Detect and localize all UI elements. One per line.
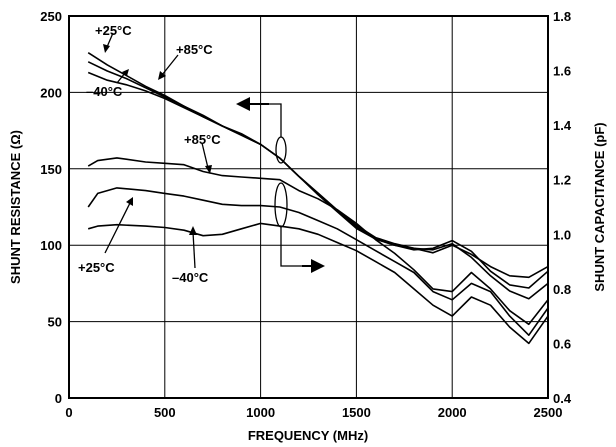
y-right-tick-label: 0.4 [553,391,572,406]
arrow-85c-top [161,54,179,76]
plot-frame [68,15,549,399]
y-left-tick-label: 150 [40,162,62,177]
arrow-85c-mid [201,142,209,169]
arrowhead-capacitance-right [311,259,325,273]
resistance-pointer [268,103,282,137]
label-25c-top: +25°C [95,23,132,38]
grid [69,16,548,398]
x-tick-label: 1500 [342,405,371,420]
y-right-tick-label: 1.2 [553,173,571,188]
y-right-tick-label: 1.8 [553,9,571,24]
annotation-arrowheads [103,44,325,273]
y-right-tick-label: 0.8 [553,282,571,297]
arrow-25c-top [106,32,114,48]
arrow-m40c-top [116,72,126,84]
capacitance-group-marker [274,182,288,228]
y-right-axis-label: SHUNT CAPACITANCE (pF) [592,122,607,291]
arrow-25c-mid [104,202,131,254]
x-tick-label: 1000 [246,405,275,420]
y-left-tick-label: 0 [55,391,62,406]
label-25c-mid: +25°C [78,260,115,275]
arrowhead-85c-mid [205,165,212,174]
resistance-pointer-shaft [249,103,269,105]
label-m40c-mid: –40°C [172,270,209,285]
arrowhead-25c-top [103,44,110,53]
capacitance-line-5 [87,222,549,345]
x-tick-label: 500 [154,405,176,420]
series-layer [87,52,549,345]
y-right-tick-label: 1.0 [553,227,571,242]
capacitance-pointer [280,227,303,267]
resistance-line-2 [87,71,549,300]
x-tick-label: 2000 [438,405,467,420]
annotation-marks [104,32,303,269]
arrowhead-85c-top [158,71,166,80]
arrowhead-resistance-left [236,97,250,111]
arrow-m40c-mid [192,231,196,269]
label-85c-top: +85°C [176,42,213,57]
y-right-tick-label: 1.4 [553,118,572,133]
y-left-axis-label: SHUNT RESISTANCE (Ω) [8,130,23,284]
label-m40c-top: –40°C [86,84,123,99]
y-left-tick-label: 50 [48,315,62,330]
x-axis-label: FREQUENCY (MHz) [248,428,368,443]
arrowhead-m40c-mid [189,226,197,235]
resistance-line-0 [87,52,549,279]
x-tick-label: 0 [65,405,72,420]
capacitance-pointer-shaft [302,265,312,267]
y-left-tick-label: 200 [40,85,62,100]
x-tick-label: 2500 [534,405,563,420]
annotation-labels: +25°C +85°C –40°C +85°C +25°C –40°C [78,23,221,285]
tick-labels: 0 500 1000 1500 2000 2500 0 50 100 150 200 250 0.4 0.… [40,9,572,420]
label-85c-mid: +85°C [184,132,221,147]
capacitance-line-3 [87,157,549,326]
capacitance-line-4 [87,187,549,337]
arrowhead-25c-mid [126,197,133,206]
arrowhead-m40c-top [122,69,129,76]
y-right-tick-label: 1.6 [553,64,571,79]
y-left-tick-label: 250 [40,9,62,24]
y-left-tick-label: 100 [40,238,62,253]
y-right-tick-label: 0.6 [553,336,571,351]
